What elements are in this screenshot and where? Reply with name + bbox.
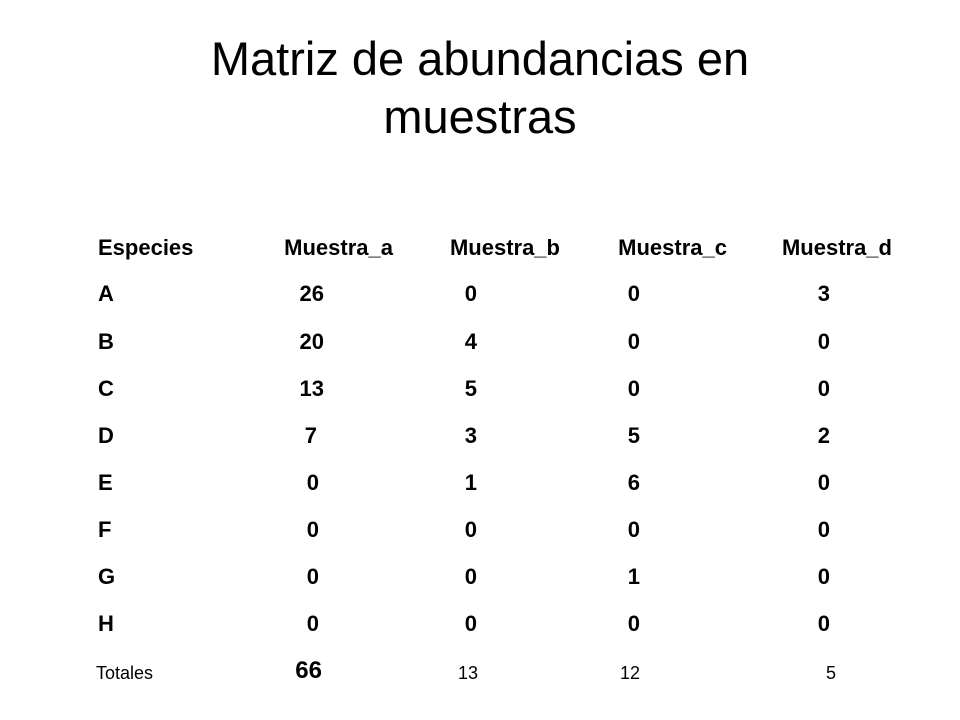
header-especies: Especies: [98, 235, 194, 260]
value-cell: 0: [464, 564, 477, 589]
value-cell: 1: [464, 470, 477, 495]
value-cell: 5: [464, 376, 477, 401]
value-cell: 0: [817, 470, 830, 495]
value-cell: 0: [306, 470, 319, 495]
totals-label: Totales: [96, 663, 154, 683]
value-cell: 7: [304, 423, 317, 448]
value-cell: 0: [817, 564, 830, 589]
value-cell: 0: [817, 329, 830, 354]
species-cell: A: [98, 281, 114, 306]
value-cell: 0: [306, 564, 319, 589]
total-muestra-d: 5: [825, 663, 836, 683]
header-muestra-c: Muestra_c: [618, 235, 727, 260]
value-cell: 3: [817, 281, 830, 306]
value-cell: 0: [306, 517, 319, 542]
slide-title: Matriz de abundancias en muestras: [0, 30, 960, 146]
value-cell: 3: [464, 423, 477, 448]
value-cell: 0: [464, 611, 477, 636]
value-cell: 0: [627, 281, 640, 306]
header-muestra-b: Muestra_b: [449, 235, 560, 260]
species-cell: G: [98, 564, 116, 589]
species-cell: D: [98, 423, 114, 448]
total-muestra-c: 12: [619, 663, 640, 683]
value-cell: 0: [627, 376, 640, 401]
value-cell: 0: [817, 611, 830, 636]
value-cell: 0: [817, 517, 830, 542]
species-cell: H: [98, 611, 114, 636]
value-cell: 5: [627, 423, 640, 448]
slide-title-line-2: muestras: [383, 90, 577, 143]
value-cell: 6: [627, 470, 640, 495]
value-cell: 2: [817, 423, 830, 448]
value-cell: 20: [299, 329, 324, 354]
species-cell: E: [98, 470, 113, 495]
value-cell: 0: [306, 611, 319, 636]
species-cell: B: [98, 329, 114, 354]
total-muestra-b: 13: [457, 663, 478, 683]
value-cell: 1: [627, 564, 640, 589]
value-cell: 4: [464, 329, 477, 354]
total-muestra-a: 66: [295, 657, 322, 684]
value-cell: 0: [817, 376, 830, 401]
header-muestra-a: Muestra_a: [284, 235, 393, 260]
value-cell: 0: [627, 517, 640, 542]
value-cell: 26: [299, 281, 324, 306]
species-cell: C: [98, 376, 114, 401]
value-cell: 0: [464, 281, 477, 306]
value-cell: 0: [627, 611, 640, 636]
species-cell: F: [98, 517, 112, 542]
value-cell: 0: [627, 329, 640, 354]
slide-title-line-1: Matriz de abundancias en: [210, 32, 750, 85]
value-cell: 0: [464, 517, 477, 542]
value-cell: 13: [299, 376, 324, 401]
header-muestra-d: Muestra_d: [781, 235, 892, 260]
